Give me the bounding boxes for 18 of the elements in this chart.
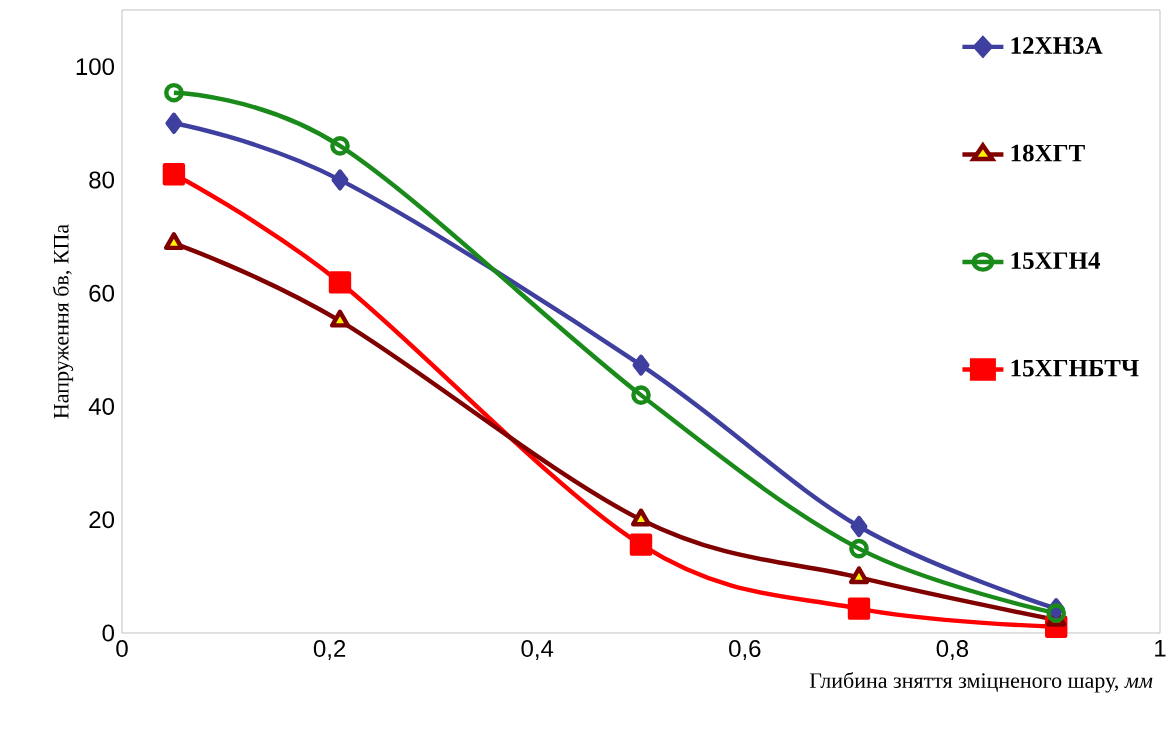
- x-tick-label: 0,2: [313, 640, 346, 660]
- x-tick-label: 0,4: [521, 640, 554, 660]
- x-tick-label: 0: [116, 640, 128, 658]
- y-tick-label: 40: [88, 397, 115, 415]
- x-tick-label: 1: [1155, 640, 1166, 657]
- legend-label: 18ХГТ: [1011, 144, 1085, 162]
- y-axis-title: Напруження бв, КПа: [52, 224, 74, 419]
- y-tick-label: 80: [89, 171, 115, 189]
- y-tick-label: 60: [89, 284, 115, 302]
- legend-label: 15ХГНБТЧ: [1011, 359, 1139, 377]
- x-tick-label: 0,8: [936, 640, 969, 660]
- y-tick-label: 0: [102, 624, 115, 642]
- legend-label: 15ХГН4: [1011, 252, 1101, 270]
- legend-label: 12ХН3А: [1011, 37, 1103, 54]
- y-tick-label: 100: [76, 58, 115, 76]
- x-axis-title: Глибина зняття зміцненого шару, мм: [809, 672, 1153, 693]
- x-tick-label: 0,6: [729, 640, 761, 660]
- y-tick-label: 20: [89, 511, 115, 529]
